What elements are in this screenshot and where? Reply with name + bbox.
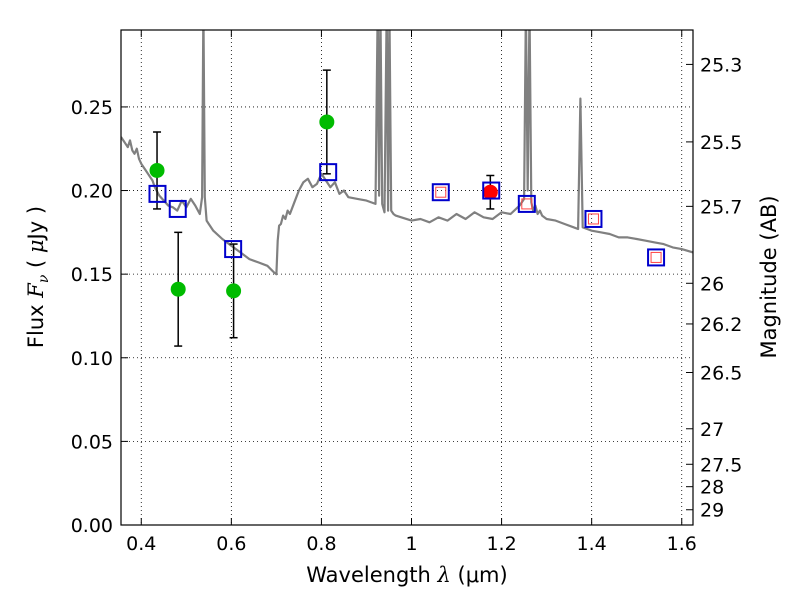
y-tick-label: 0.15 [71,264,113,286]
plot-area [121,30,693,525]
x-tick-label: 1.2 [486,533,516,555]
plot-layer [121,30,693,276]
x-tick-label: 1.6 [667,533,697,555]
mag-tick-label: 27.5 [700,454,742,476]
mag-tick-label: 26.2 [700,314,742,336]
mag-tick-label: 29 [700,500,724,522]
errorbar-layer [148,69,666,347]
y-tick-label: 0.25 [71,97,113,119]
mag-tick-label: 25.7 [700,196,742,218]
model-square-inner [587,213,599,225]
x-tick-label: 0.4 [126,533,156,555]
model-square [482,181,501,200]
x-tick-label: 0.8 [306,533,336,555]
model-square [517,194,536,213]
model-square [148,184,167,203]
model-square-inner [521,198,533,210]
plot-frame [120,29,694,526]
model-spectrum-line [121,30,693,276]
mag-tick-label: 28 [700,477,724,499]
mag-tick-label: 27 [700,419,724,441]
mag-tick-label: 25.3 [700,54,742,76]
x-tick-label: 0.6 [216,533,246,555]
model-square-inner [650,251,662,263]
x-tick-label: 1 [405,533,417,555]
x-axis-title: Wavelength λ (μm) [306,563,507,587]
y-tick-label: 0.05 [71,431,113,453]
model-square [431,183,450,202]
model-square [584,209,603,228]
y-axis-title: Flux Fν ( μJy ) [24,206,52,348]
y-tick-label: 0.10 [71,348,113,370]
model-square-inner [435,186,447,198]
y-tick-label: 0.20 [71,181,113,203]
mag-tick-label: 26 [700,273,724,295]
mag-tick-label: 26.5 [700,362,742,384]
model-square [319,163,338,182]
mag-tick-label: 25.5 [700,132,742,154]
x-tick-label: 1.4 [577,533,607,555]
y-tick-label: 0.00 [71,515,113,537]
data-point [149,162,165,178]
model-square [647,248,666,267]
data-point [170,281,186,297]
ticks: 0.4 0.6 0.8 1 1.2 1.4 1.6 0.00 0.05 0.10 0.15 0.20 0… [71,30,742,555]
data-point [319,114,335,130]
model-square [224,240,243,259]
model-square [168,199,187,218]
y2-axis-title: Magnitude (AB) [757,195,781,358]
data-point [482,184,498,200]
data-point [226,283,242,299]
